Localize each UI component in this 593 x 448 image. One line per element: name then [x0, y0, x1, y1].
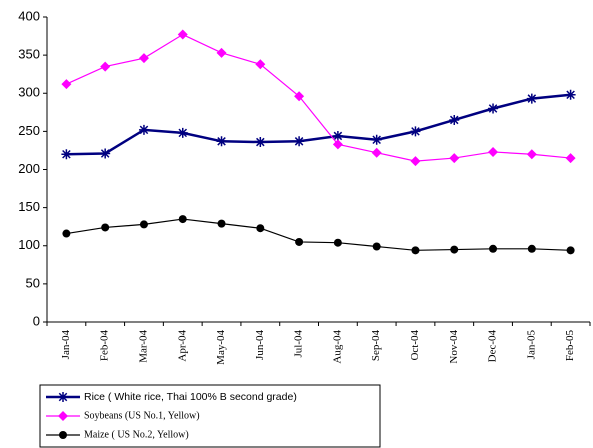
legend-label: Maize ( US No.2, Yellow) — [84, 429, 189, 440]
marker — [527, 244, 536, 253]
marker — [449, 114, 460, 125]
marker — [58, 392, 68, 402]
x-tick-label: Jan-05 — [525, 330, 537, 360]
marker — [62, 229, 71, 238]
x-tick-label: Oct-04 — [409, 330, 421, 361]
marker — [488, 146, 499, 157]
marker — [255, 137, 266, 148]
marker — [256, 224, 265, 233]
x-tick-label: May-04 — [215, 330, 227, 365]
marker — [566, 246, 575, 255]
marker — [488, 103, 499, 114]
y-tick-label: 400 — [18, 8, 40, 23]
marker — [294, 91, 305, 102]
y-tick-label: 250 — [18, 123, 40, 138]
x-tick-label: Aug-04 — [331, 330, 343, 364]
marker — [138, 53, 149, 64]
marker — [333, 238, 342, 247]
marker — [100, 61, 111, 72]
marker — [332, 139, 343, 150]
legend-label: Rice ( White rice, Thai 100% B second gr… — [84, 391, 297, 403]
marker — [100, 148, 111, 159]
y-tick-label: 200 — [18, 161, 40, 176]
marker — [565, 153, 576, 164]
marker — [216, 136, 227, 147]
series-line — [66, 93, 571, 156]
x-tick-label: Feb-04 — [99, 330, 111, 362]
y-tick-label: 50 — [26, 275, 40, 290]
y-tick-label: 150 — [18, 199, 40, 214]
marker — [61, 149, 72, 160]
y-tick-label: 100 — [18, 237, 40, 252]
series-line — [66, 218, 571, 251]
marker — [216, 47, 227, 58]
marker — [450, 245, 459, 254]
x-tick-label: Jan-04 — [60, 330, 72, 360]
x-tick-label: Feb-05 — [564, 330, 576, 362]
marker — [178, 215, 187, 224]
marker — [138, 124, 149, 135]
y-tick-label: 300 — [18, 85, 40, 100]
x-tick-label: Dec-04 — [487, 330, 499, 363]
marker — [411, 246, 420, 255]
marker — [295, 237, 304, 246]
marker — [61, 79, 72, 90]
marker — [294, 136, 305, 147]
x-tick-label: Nov-04 — [448, 330, 460, 364]
marker — [217, 219, 226, 228]
series-line — [66, 33, 571, 162]
marker — [139, 220, 148, 229]
x-tick-label: Mar-04 — [137, 330, 149, 363]
marker — [372, 242, 381, 251]
marker — [177, 127, 188, 138]
marker — [101, 223, 110, 232]
marker — [177, 29, 188, 40]
marker — [371, 134, 382, 145]
marker — [565, 89, 576, 100]
legend-label: Soybeans (US No.1, Yellow) — [84, 410, 200, 421]
marker — [332, 130, 343, 141]
marker — [255, 59, 266, 70]
marker — [371, 147, 382, 158]
x-tick-label: Jul-04 — [293, 330, 305, 358]
x-tick-label: Apr-04 — [176, 330, 188, 362]
marker — [489, 244, 498, 253]
x-tick-label: Jun-04 — [254, 330, 266, 360]
y-tick-label: 350 — [18, 47, 40, 62]
legend-box — [39, 384, 381, 448]
marker — [526, 149, 537, 160]
marker — [58, 411, 68, 421]
marker — [526, 93, 537, 104]
marker — [59, 431, 67, 439]
marker — [410, 156, 421, 167]
marker — [449, 153, 460, 164]
marker — [410, 126, 421, 137]
x-tick-label: Sep-04 — [370, 330, 382, 362]
y-tick-label: 0 — [33, 313, 40, 328]
